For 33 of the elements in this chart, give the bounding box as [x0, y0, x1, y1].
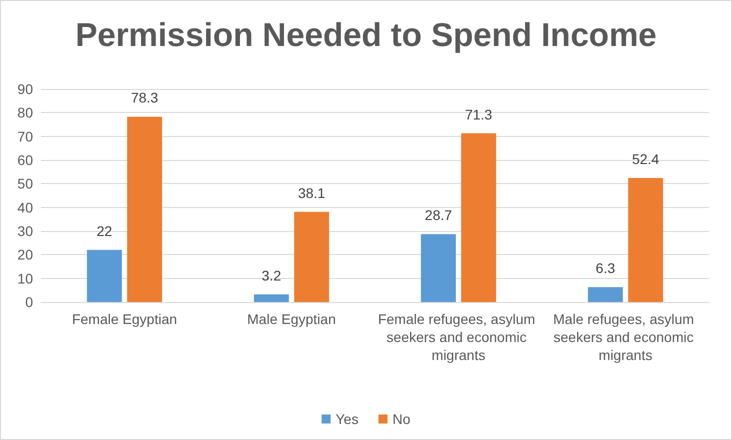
data-label: 38.1 [298, 184, 326, 201]
bar [420, 234, 456, 302]
data-label: 28.7 [424, 207, 452, 224]
bar [628, 178, 664, 302]
chart-title: Permission Needed to Spend Income [75, 16, 657, 53]
y-tick-label: 90 [17, 81, 34, 97]
data-label: 3.2 [262, 267, 282, 284]
y-tick-label: 70 [17, 128, 34, 144]
data-label: 52.4 [632, 150, 660, 167]
x-tick-label: Male Egyptian [247, 311, 336, 327]
data-label: 78.3 [130, 90, 158, 106]
y-tick-label: 20 [17, 246, 34, 263]
bar [86, 250, 122, 302]
bar [461, 133, 496, 302]
legend-label: No [392, 411, 411, 427]
data-label: 71.3 [464, 106, 492, 122]
data-label: 6.3 [596, 260, 616, 276]
y-tick-label: 0 [25, 294, 34, 310]
bar [254, 294, 289, 302]
x-tick-label: Female refugees, asylum seekers and economic migrants [378, 311, 540, 363]
x-tick-label: Male refugees, asylum seekers and economic migrants [553, 311, 698, 363]
y-tick-label: 50 [17, 176, 34, 192]
bar [588, 287, 623, 302]
legend-label: Yes [336, 411, 358, 427]
y-tick-label: 60 [17, 152, 34, 168]
bar [294, 212, 330, 302]
bar [127, 116, 162, 302]
y-tick-label: 10 [17, 270, 34, 286]
y-tick-label: 80 [17, 104, 34, 121]
y-tick-label: 40 [17, 199, 34, 216]
y-tick-label: 30 [17, 223, 34, 239]
data-label: 22 [96, 222, 112, 239]
x-tick-label: Female Egyptian [72, 311, 178, 327]
